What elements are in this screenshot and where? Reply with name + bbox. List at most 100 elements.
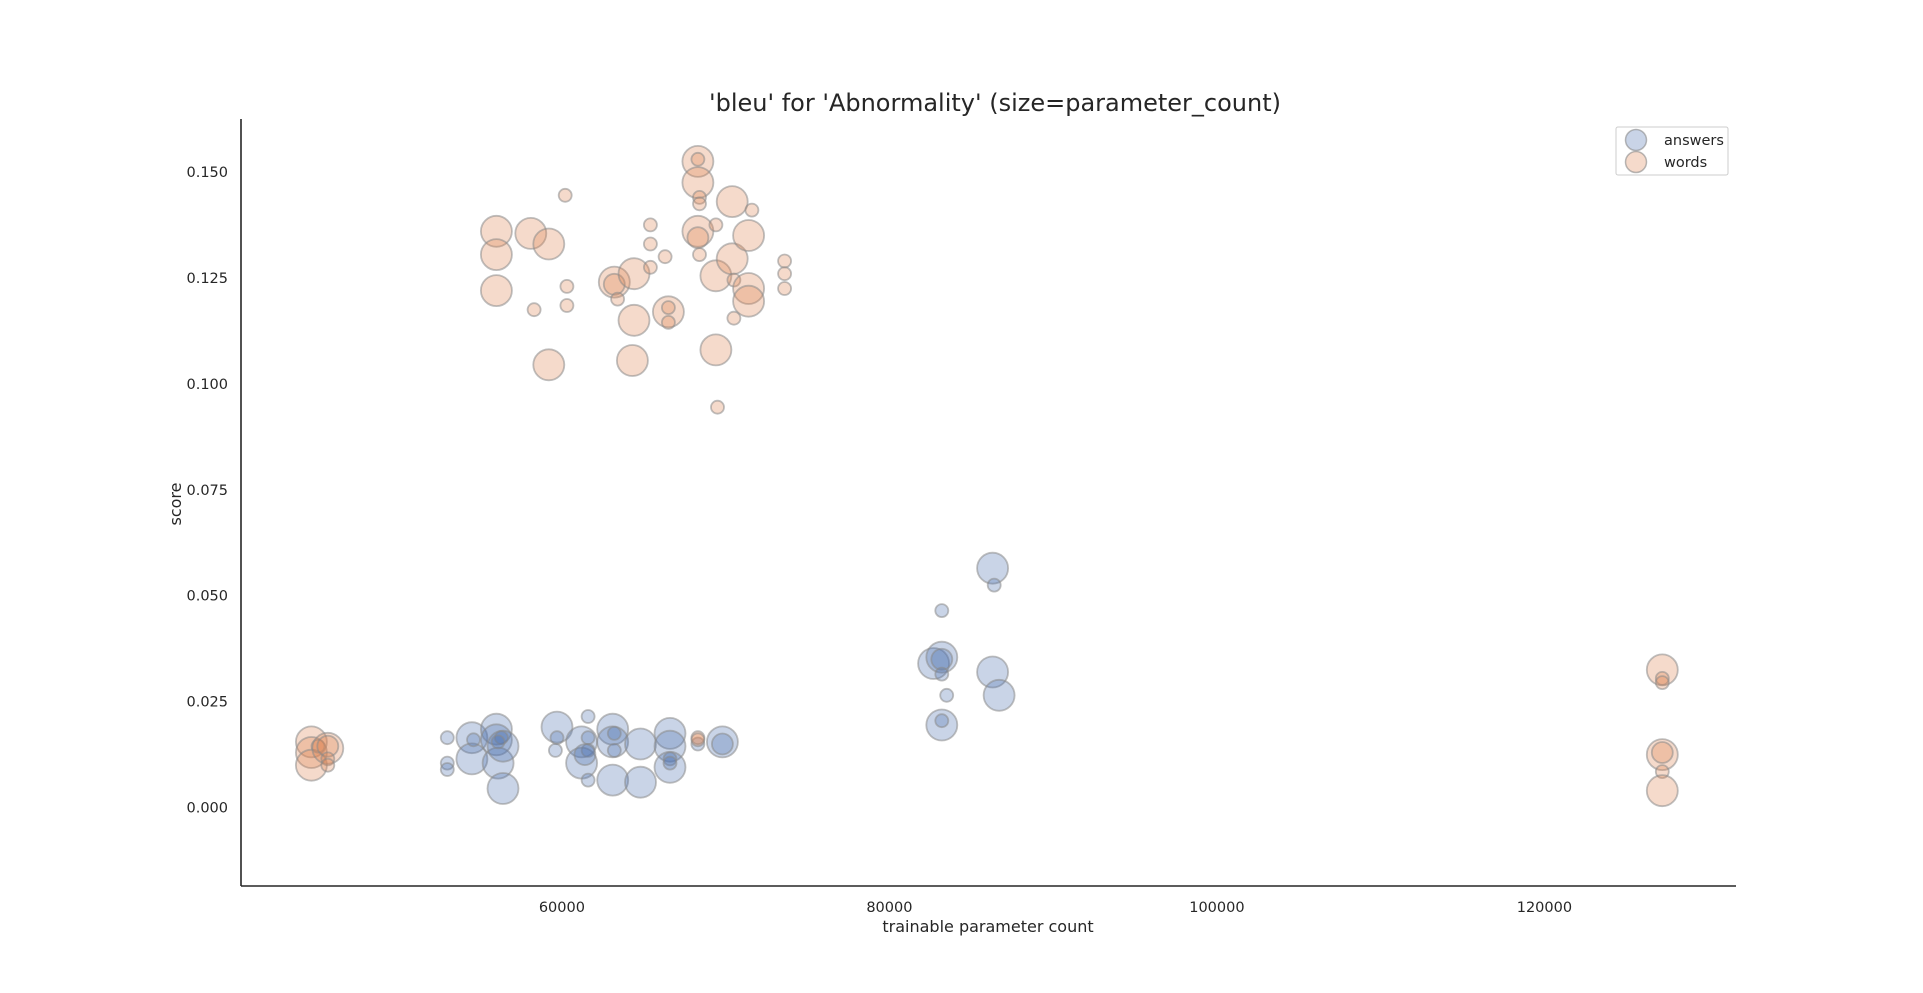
y-tick-label: 0.050 [186,589,228,605]
y-tick-label: 0.000 [186,801,228,817]
y-tick-label: 0.025 [186,695,228,711]
answers-point [653,717,687,750]
y-axis-label: score [166,483,185,526]
answers-point [706,725,739,759]
words-point [479,214,513,248]
words-point [311,731,345,765]
answers-point [573,743,597,766]
answers-point [982,678,1016,712]
legend-label-answers: answers [1664,133,1724,149]
answers-point [934,603,950,618]
series-words [294,144,1679,808]
x-tick-label: 100000 [1189,900,1244,916]
answers-point [624,765,657,799]
answers-point [548,743,563,758]
legend-label-words: words [1664,155,1707,171]
y-tick-label: 0.100 [186,377,228,393]
answers-point [486,772,520,805]
words-point [320,757,336,773]
answers-point [662,755,678,771]
x-tick-label: 60000 [539,900,585,916]
words-point [661,314,676,330]
legend-marker-words [1624,150,1648,174]
words-point [479,274,513,308]
legend: answers words [1615,126,1729,176]
answers-point [662,751,678,767]
words-point [732,219,765,252]
answers-point [490,734,506,750]
words-point [744,202,760,218]
words-point [710,399,725,415]
words-point [316,734,340,758]
answers-point [455,742,489,776]
y-tick-labels: 0.000 0.025 0.050 0.075 0.100 0.125 0.150 [186,165,228,817]
answers-point [606,743,622,758]
words-point [559,278,575,294]
words-point [692,196,707,212]
answers-point [925,640,959,674]
answers-point [986,577,1002,593]
x-tick-labels: 60000 80000 100000 120000 [539,900,1572,916]
words-point [732,284,765,318]
y-tick-label: 0.125 [186,271,228,287]
words-point [1645,738,1679,771]
words-point [643,259,658,275]
words-point [690,732,706,748]
words-point [616,344,649,377]
words-point [692,247,707,263]
x-tick-label: 120000 [1517,900,1572,916]
words-point [686,226,710,250]
answers-point [549,730,565,746]
words-point [532,348,566,382]
words-point [597,265,631,299]
answers-point [976,551,1009,585]
answers-point [439,730,455,746]
answers-point [939,687,955,703]
answers-point [580,709,596,724]
words-point [526,302,542,318]
words-point [617,303,651,337]
answers-point [624,727,657,761]
words-point [610,291,625,307]
words-point [661,300,676,316]
words-point [479,238,513,272]
answers-point [711,732,734,756]
legend-marker-answers [1624,128,1648,152]
words-point [732,272,765,305]
x-axis-label: trainable parameter count [882,917,1093,936]
answers-point [930,647,954,671]
words-point [557,187,573,203]
words-point [708,217,724,233]
answers-point [580,730,596,746]
words-point [294,725,328,759]
words-point [1654,675,1670,690]
legend-box [1615,126,1729,176]
words-point [699,333,733,367]
words-point [559,298,575,313]
words-point [1654,671,1670,686]
words-point [1650,741,1674,764]
plot-area [294,144,1679,808]
x-tick-label: 80000 [866,900,912,916]
words-point [726,310,742,326]
words-point [643,236,658,252]
words-point [1645,774,1679,808]
words-point [514,216,548,250]
words-point [532,227,566,261]
words-point [652,295,685,329]
answers-point [479,712,513,746]
series-answers [439,551,1016,805]
answers-point [466,732,481,748]
y-tick-label: 0.150 [186,165,228,181]
answers-point [606,726,622,741]
words-point [777,281,792,296]
words-point [657,249,673,265]
answers-point [540,710,574,744]
words-point [777,253,792,269]
answers-point [596,763,630,797]
words-point [690,151,706,167]
words-point [777,266,792,282]
answers-point [934,666,950,682]
words-point [643,217,658,233]
